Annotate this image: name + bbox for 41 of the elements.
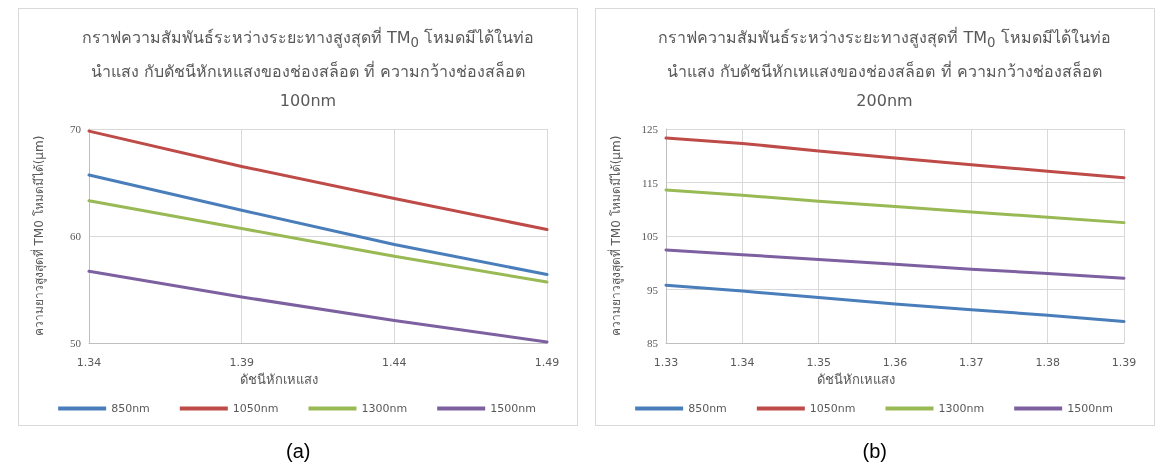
chart-title: กราฟความสัมพันธ์ระหว่างระยะทางสูงสุดที่ TM$_{0}$ โหมดมีได้ในท่อนำแสง กับดัชนีหักเหแสงของช่องสล็อต ที่ ความกว้างช่องสล็อต 200nm xyxy=(657,26,1112,113)
line-series xyxy=(87,199,549,284)
x-tick-label: 1.37 xyxy=(958,356,984,369)
legend-label: 850nm xyxy=(687,402,727,415)
legend-label: 1050nm xyxy=(232,402,279,415)
y-tick-label: 85 xyxy=(646,337,658,349)
text: (a) xyxy=(285,440,312,463)
legend-label: 850nm xyxy=(111,402,150,415)
line-series xyxy=(664,248,1125,280)
y-tick-label: 70 xyxy=(70,123,82,135)
line-series xyxy=(87,173,549,277)
text: (b) xyxy=(861,440,888,463)
y-tick-label: 125 xyxy=(641,123,658,135)
y-tick-label: 115 xyxy=(641,176,658,189)
x-tick-label: 1.49 xyxy=(534,356,560,369)
x-tick-label: 1.39 xyxy=(229,356,254,369)
legend-label: 1300nm xyxy=(938,402,984,415)
x-tick-label: 1.39 xyxy=(1111,356,1136,369)
y-axis-title: ความยาวสูงสุดที่ TM0 โหมดมีได้(µm) xyxy=(30,135,47,337)
x-tick-label: 1.34 xyxy=(729,356,755,369)
legend-label: 1500nm xyxy=(1066,402,1113,415)
legend-label: 1300nm xyxy=(361,402,408,415)
y-tick-label: 95 xyxy=(646,283,658,296)
x-tick-label: 1.36 xyxy=(882,356,907,369)
line-series xyxy=(664,136,1125,180)
y-axis-title: ความยาวสูงสุดที่ TM0 โหมดมีได้(µm) xyxy=(606,135,624,337)
y-tick-label: 50 xyxy=(70,337,82,349)
y-tick-label: 60 xyxy=(70,230,82,242)
x-axis-title: ดัชนีหักเหแสง xyxy=(816,372,895,387)
x-tick-label: 1.34 xyxy=(76,356,102,369)
x-tick-label: 1.35 xyxy=(805,356,831,369)
line-series xyxy=(664,283,1125,324)
legend-label: 1500nm xyxy=(490,402,536,415)
x-axis-title: ดัชนีหักเหแสง xyxy=(240,372,318,387)
line-series xyxy=(664,188,1125,225)
y-tick-label: 105 xyxy=(641,230,658,242)
chart-title: กราฟความสัมพันธ์ระหว่างระยะทางสูงสุดที่ TM$_{0}$ โหมดมีได้ในท่อนำแสง กับดัชนีหักเหแสงของช่องสล็อต ที่ ความกว้างช่องสล็อต 100nm xyxy=(80,26,536,113)
x-tick-label: 1.44 xyxy=(382,356,407,369)
x-tick-label: 1.38 xyxy=(1034,356,1060,369)
legend-label: 1050nm xyxy=(809,402,856,415)
x-tick-label: 1.33 xyxy=(653,356,678,369)
